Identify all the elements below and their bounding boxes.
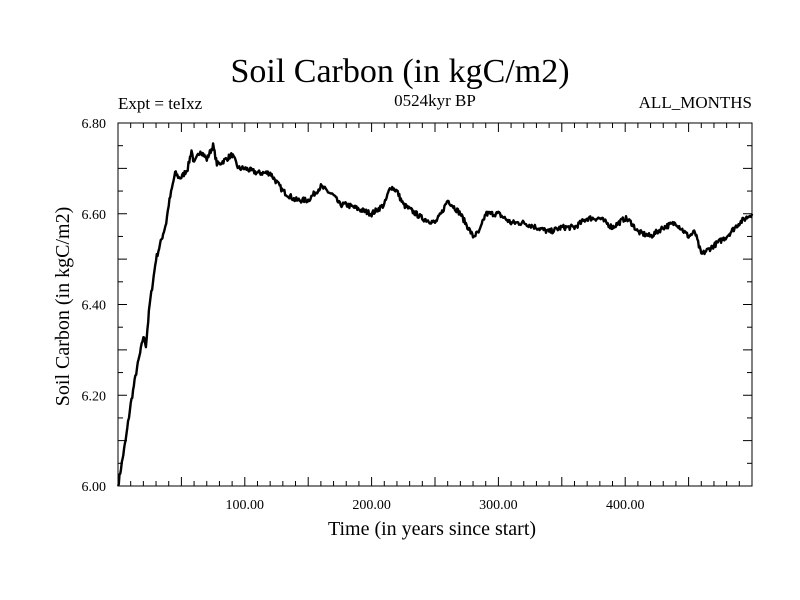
series-line-soil-carbon	[116, 142, 754, 487]
period-label: 0524kyr BP	[394, 91, 476, 110]
y-tick-label: 6.00	[82, 480, 107, 495]
months-label: ALL_MONTHS	[638, 93, 752, 112]
y-tick-label: 6.60	[82, 208, 107, 223]
x-tick-label: 100.00	[226, 498, 265, 513]
chart-title: Soil Carbon (in kgC/m2)	[230, 53, 570, 90]
experiment-label: Expt = teIxz	[118, 94, 203, 113]
y-tick-label: 6.20	[82, 389, 107, 404]
x-tick-label: 300.00	[479, 498, 518, 513]
plot-frame	[117, 122, 753, 487]
tick-marks	[117, 122, 753, 487]
y-tick-label: 6.40	[82, 299, 107, 314]
tick-labels: 100.00 200.00 300.00 400.00 6.00 6.20 6.40 6.60…	[82, 117, 645, 513]
y-tick-label: 6.80	[82, 117, 107, 132]
x-tick-label: 400.00	[606, 498, 645, 513]
y-axis-title: Soil Carbon (in kgC/m2)	[52, 207, 74, 406]
x-tick-label: 200.00	[352, 498, 391, 513]
x-axis-title: Time (in years since start)	[328, 518, 536, 540]
